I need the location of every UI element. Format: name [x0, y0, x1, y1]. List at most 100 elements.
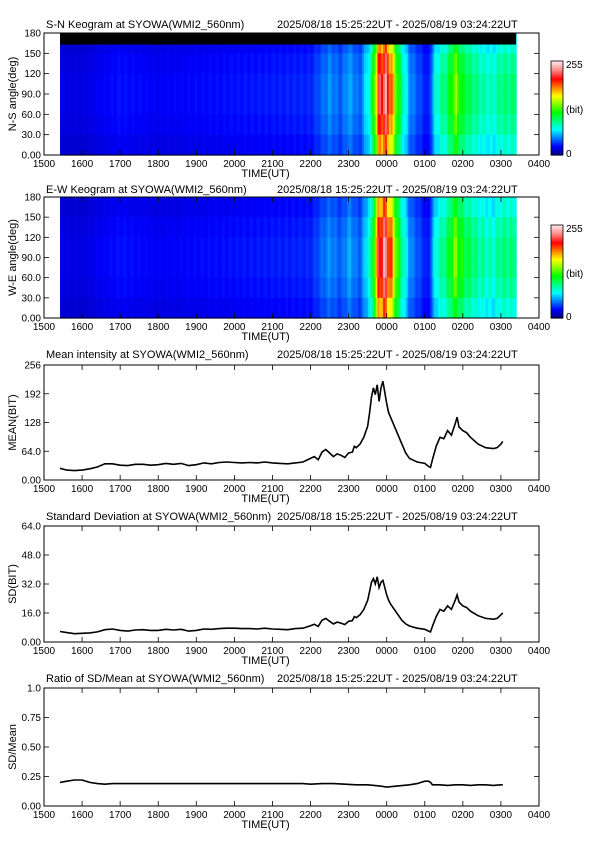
keogram-cell: [181, 297, 185, 319]
keogram-cell: [69, 134, 72, 156]
keogram-cell: [312, 257, 316, 279]
keogram-cell: [373, 237, 377, 259]
keogram-cell: [312, 277, 316, 299]
keogram-cell: [126, 277, 130, 299]
keogram-cell: [149, 297, 152, 319]
keogram-cell: [396, 114, 399, 136]
keogram-cell: [434, 114, 437, 136]
keogram-cell: [147, 297, 150, 319]
keogram-cell: [229, 277, 232, 299]
keogram-cell: [301, 134, 304, 156]
keogram-cell: [145, 217, 149, 238]
keogram-cell: [386, 53, 390, 75]
keogram-cell: [297, 297, 301, 319]
keogram-cell: [417, 277, 420, 299]
keogram-cell: [442, 197, 445, 218]
keogram-cell: [512, 114, 515, 136]
keogram-cell: [223, 277, 226, 299]
keogram-cell: [130, 277, 133, 299]
x-tick-label: 0300: [490, 159, 513, 170]
keogram-cell: [155, 114, 158, 136]
keogram-cell: [339, 237, 342, 259]
keogram-cell: [307, 257, 310, 279]
keogram-cell: [88, 277, 92, 299]
keogram-cell: [238, 73, 242, 95]
colorbar-cell: [551, 300, 563, 304]
keogram-cell: [468, 197, 472, 218]
y-tick-label: 60.0: [22, 110, 42, 121]
keogram-cell: [453, 257, 456, 279]
keogram-cell: [80, 197, 84, 218]
keogram-cell: [187, 197, 190, 218]
keogram-cell: [377, 94, 380, 115]
keogram-cell: [276, 73, 280, 95]
keogram-cell: [362, 134, 365, 156]
keogram-cell: [181, 257, 185, 279]
keogram-cell: [261, 217, 264, 238]
keogram-cell: [200, 277, 204, 299]
keogram-cell: [232, 297, 236, 319]
keogram-cell: [232, 237, 236, 259]
keogram-cell: [75, 134, 78, 156]
keogram-cell: [394, 197, 398, 218]
y-tick-label: 0.25: [22, 772, 42, 783]
keogram-cell: [480, 257, 483, 279]
y-tick-label: 32.0: [22, 580, 42, 591]
keogram-cell: [485, 297, 489, 319]
keogram-cell: [354, 94, 358, 115]
keogram-cell: [73, 217, 76, 238]
keogram-cell: [63, 134, 67, 156]
colorbar-cell: [551, 76, 563, 79]
colorbar-cell: [551, 81, 563, 84]
keogram-cell: [415, 217, 418, 238]
keogram-cell: [263, 53, 266, 75]
keogram-cell: [449, 217, 453, 238]
keogram-cell: [426, 114, 430, 136]
keogram-cell: [297, 94, 301, 115]
keogram-cell: [231, 53, 234, 75]
keogram-cell: [453, 94, 456, 115]
colorbar-cell: [551, 109, 563, 112]
keogram-cell: [115, 237, 118, 259]
keogram-cell: [504, 217, 508, 238]
keogram-cell: [276, 134, 280, 156]
keogram-cell: [141, 277, 145, 299]
keogram-cell: [415, 237, 418, 259]
keogram-cell: [244, 257, 247, 279]
keogram-cell: [206, 257, 209, 279]
keogram-cell: [356, 257, 359, 279]
x-tick-label: 2100: [261, 484, 284, 495]
keogram-cell: [464, 257, 468, 279]
keogram-cell: [99, 53, 103, 75]
keogram-cell: [459, 257, 462, 279]
keogram-cell: [69, 277, 72, 299]
keogram-cell: [504, 114, 508, 136]
keogram-cell: [419, 197, 422, 218]
keogram-cell: [128, 94, 131, 115]
colorbar-cell: [551, 136, 563, 139]
keogram-cell: [269, 277, 272, 299]
keogram-cell: [421, 53, 424, 75]
keogram-cell: [390, 114, 394, 136]
keogram-cell: [506, 134, 510, 156]
keogram-cell: [145, 277, 149, 299]
keogram-cell: [202, 94, 206, 115]
keogram-cell: [130, 197, 133, 218]
keogram-cell: [99, 217, 103, 238]
y-tick-label: 48.0: [22, 551, 42, 562]
keogram-cell: [514, 257, 517, 279]
keogram-cell: [493, 73, 496, 95]
colorbar-cell: [551, 89, 563, 92]
keogram-cell: [86, 297, 90, 319]
keogram-cell: [284, 134, 287, 156]
keogram-cell: [326, 73, 329, 95]
keogram-cell: [244, 53, 247, 75]
keogram-cell: [449, 94, 453, 115]
keogram-cell: [78, 197, 82, 218]
keogram-cell: [474, 237, 477, 259]
keogram-cell: [191, 257, 194, 279]
keogram-cell: [337, 134, 340, 156]
keogram-cell: [96, 73, 99, 95]
keogram-cell: [470, 94, 474, 115]
keogram-cell: [253, 114, 257, 136]
